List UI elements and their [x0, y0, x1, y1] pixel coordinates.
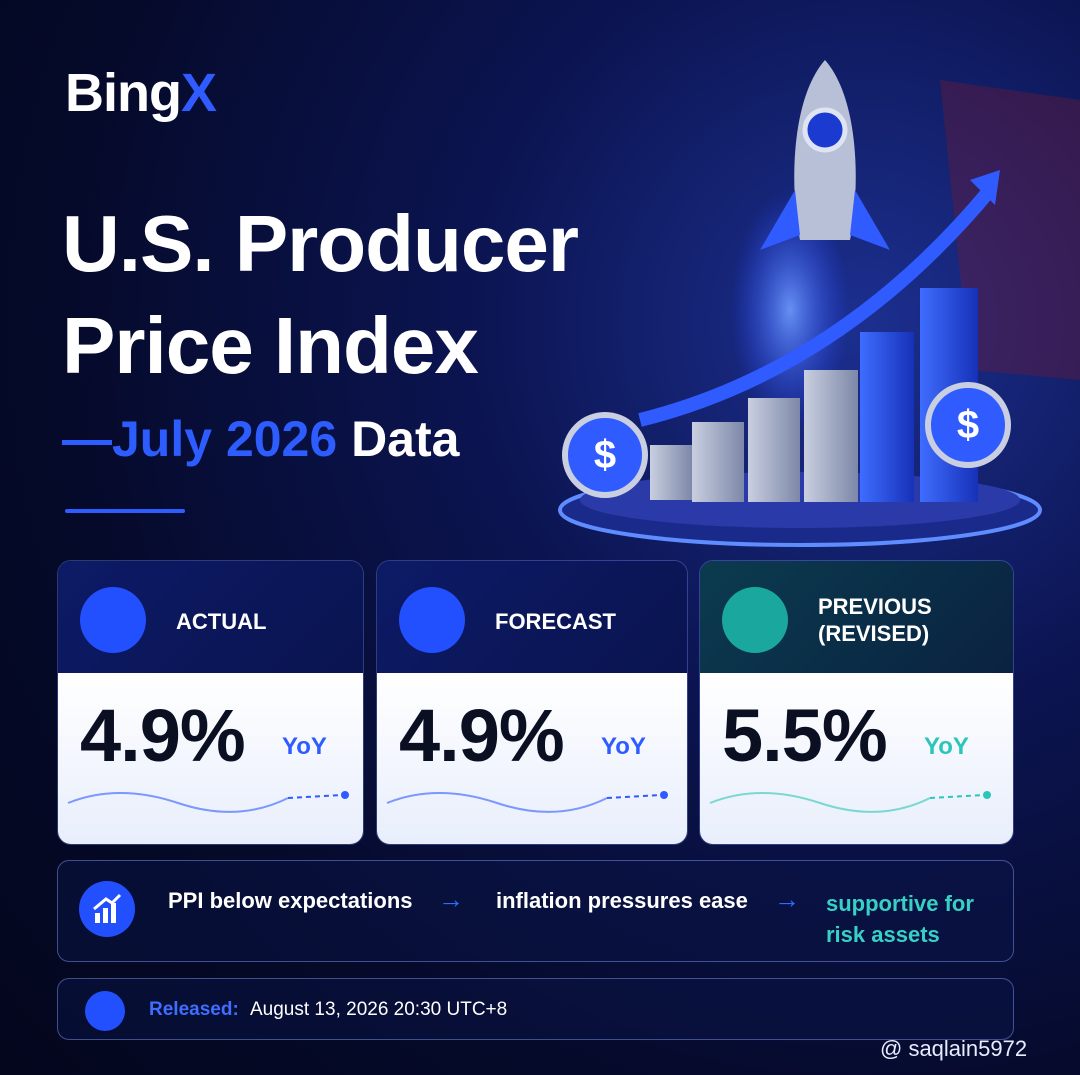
wave-decoration — [386, 791, 668, 813]
card-icon — [722, 587, 788, 653]
card-icon — [80, 587, 146, 653]
card-unit: YoY — [282, 733, 327, 760]
divider — [65, 509, 185, 513]
card-value: 4.9% — [399, 694, 565, 777]
release-box: Released: August 13, 2026 20:30 UTC+8 — [57, 978, 1014, 1040]
flow-icon — [79, 881, 135, 937]
watermark: @ saqlain5972 — [880, 1036, 1028, 1061]
flow-arrow: → — [774, 884, 800, 914]
subtitle-suffix: Data — [351, 411, 460, 467]
rocket-illustration: $ $ — [558, 60, 1080, 547]
card-body: 5.5% YoY — [700, 673, 1013, 844]
coin-icon: $ — [957, 403, 979, 447]
card-header: ACTUAL — [58, 561, 363, 673]
stat-card: ACTUAL 4.9% YoY — [57, 560, 364, 845]
card-label: PREVIOUS (REVISED) — [818, 594, 932, 646]
logo-text: Bing — [65, 63, 182, 123]
title: Price Index — [62, 301, 479, 390]
stat-card: PREVIOUS (REVISED) 5.5% YoY — [699, 560, 1014, 845]
card-icon — [399, 587, 465, 653]
flow-arrow: → — [438, 884, 464, 914]
title: U.S. Producer — [62, 199, 579, 288]
logo-accent: X — [180, 63, 217, 123]
card-label: ACTUAL — [176, 609, 267, 634]
trend-icon — [93, 893, 122, 923]
card-unit: YoY — [924, 733, 969, 760]
wave-decoration — [67, 791, 349, 813]
flow-step: inflation pressures ease — [496, 888, 748, 913]
calendar-icon — [85, 991, 125, 1031]
card-value: 4.9% — [80, 694, 246, 777]
wave-decoration — [709, 791, 991, 813]
logo: BingX — [65, 62, 217, 124]
card-body: 4.9% YoY — [377, 673, 687, 844]
card-header: FORECAST — [377, 561, 687, 673]
release-label: Released: — [149, 999, 239, 1020]
flow-step: supportive for risk assets — [826, 891, 974, 947]
subtitle: —July 2026 Data — [62, 410, 459, 468]
card-unit: YoY — [601, 733, 646, 760]
card-header: PREVIOUS (REVISED) — [700, 561, 1013, 673]
card-label: FORECAST — [495, 609, 616, 634]
flow-box: PPI below expectations → inflation press… — [57, 860, 1014, 962]
coin-icon: $ — [594, 433, 616, 477]
stat-card: FORECAST 4.9% YoY — [376, 560, 688, 845]
flow-step: PPI below expectations — [168, 888, 413, 913]
card-body: 4.9% YoY — [58, 673, 363, 844]
period: —July 2026 — [62, 411, 338, 467]
release-time: August 13, 2026 20:30 UTC+8 — [250, 999, 508, 1020]
card-value: 5.5% — [722, 694, 888, 777]
